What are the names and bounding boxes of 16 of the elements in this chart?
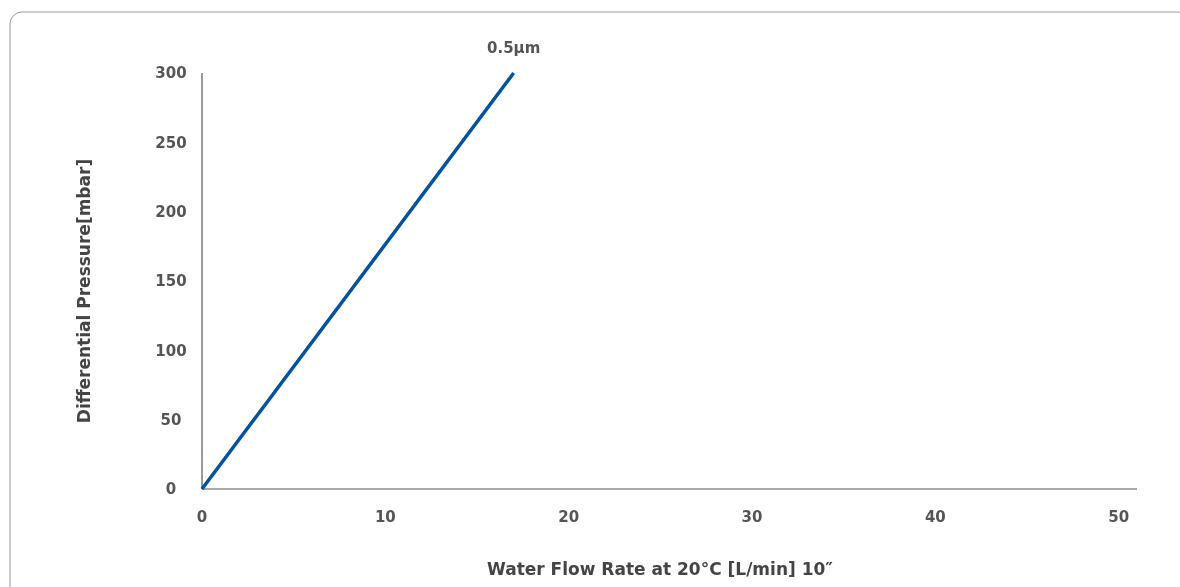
series-label: 0.5µm (487, 39, 541, 57)
y-tick-label: 300 (155, 64, 187, 83)
x-tick-label: 20 (558, 508, 580, 526)
y-tick-label: 100 (155, 341, 187, 360)
y-tick-label: 150 (155, 272, 187, 291)
x-tick-label: 40 (924, 508, 946, 526)
y-axis-title: Differential Pressure[mbar] (74, 158, 94, 424)
y-tick-label: 50 (160, 410, 182, 429)
y-tick-label: 200 (155, 202, 187, 221)
y-tick-label: 0 (165, 480, 177, 499)
x-tick-label: 30 (741, 508, 763, 526)
x-tick-label: 50 (1108, 508, 1130, 526)
y-tick-label: 250 (155, 133, 187, 152)
x-axis-title: Water Flow Rate at 20°C [L/min] 10″ (487, 559, 834, 579)
x-tick-label: 0 (196, 508, 208, 526)
x-tick-label: 10 (374, 508, 396, 526)
